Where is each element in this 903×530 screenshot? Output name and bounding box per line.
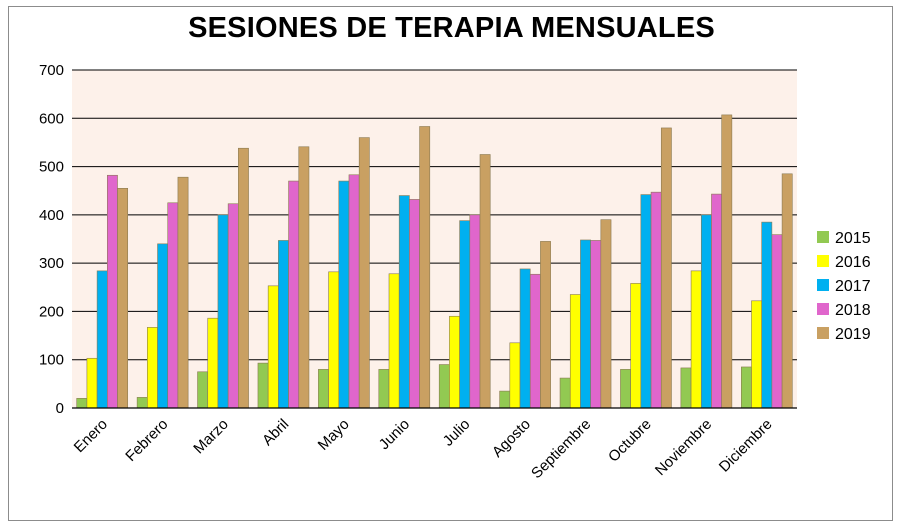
bar-2018-octubre bbox=[650, 191, 662, 409]
legend-swatch bbox=[817, 279, 829, 291]
bar-2016-febrero bbox=[147, 327, 158, 409]
bar-2017-junio bbox=[398, 195, 410, 409]
chart-title: SESIONES DE TERAPIA MENSUALES bbox=[188, 12, 715, 44]
bar-2017-febrero bbox=[157, 243, 169, 409]
x-tick-label: Febrero bbox=[122, 416, 171, 465]
bar-2017-octubre bbox=[640, 194, 652, 409]
bar-2018-junio bbox=[409, 199, 420, 409]
bar-2019-enero bbox=[117, 188, 129, 409]
bars bbox=[76, 114, 793, 409]
bar-2015-octubre bbox=[620, 369, 631, 409]
bar-2019-mayo bbox=[358, 137, 370, 409]
bar-2016-enero bbox=[86, 357, 98, 409]
legend-label: 2017 bbox=[835, 278, 871, 295]
legend-label: 2019 bbox=[835, 326, 871, 343]
bar-2019-marzo bbox=[238, 147, 249, 409]
y-tick-label: 400 bbox=[39, 207, 64, 224]
x-tick-label: Abril bbox=[259, 416, 292, 449]
bar-2015-junio bbox=[378, 369, 390, 409]
bar-2016-mayo bbox=[328, 271, 340, 409]
bar-2015-mayo bbox=[318, 369, 329, 409]
x-tick-label: Diciembre bbox=[716, 416, 776, 476]
bar-2018-enero bbox=[107, 174, 118, 409]
bar-2017-mayo bbox=[338, 180, 350, 409]
legend-label: 2018 bbox=[835, 302, 871, 319]
bar-2017-julio bbox=[459, 220, 471, 409]
y-tick-label: 0 bbox=[56, 400, 64, 417]
bar-2018-mayo bbox=[348, 174, 360, 409]
y-tick-label: 500 bbox=[39, 159, 64, 176]
gridlines bbox=[72, 69, 797, 361]
x-tick-label: Agosto bbox=[489, 416, 534, 461]
y-tick-labels: 0 100 200 300 400 500 600 700 bbox=[39, 62, 64, 417]
bar-2017-septiembre bbox=[580, 239, 591, 409]
bar-2016-marzo bbox=[207, 317, 219, 409]
y-tick-label: 600 bbox=[39, 110, 64, 127]
bar-2015-julio bbox=[438, 364, 450, 409]
bar-2016-abril bbox=[267, 285, 279, 409]
bar-2016-septiembre bbox=[569, 294, 581, 409]
legend-swatch bbox=[817, 231, 829, 243]
x-tick-labels: Enero Febrero Marzo Abril Mayo Junio Julio Agos… bbox=[71, 416, 776, 482]
bar-2019-abril bbox=[298, 146, 310, 409]
x-tick-label: Noviembre bbox=[652, 416, 715, 479]
bar-2017-agosto bbox=[519, 268, 531, 409]
bar-2015-septiembre bbox=[559, 377, 571, 409]
bar-2017-marzo bbox=[217, 214, 229, 409]
bar-2019-noviembre bbox=[721, 114, 733, 409]
bar-2015-febrero bbox=[136, 397, 148, 409]
plot-background bbox=[72, 70, 797, 408]
bar-2017-noviembre bbox=[700, 214, 712, 409]
bar-2016-junio bbox=[388, 273, 400, 409]
legend-swatch bbox=[817, 303, 829, 315]
legend-swatch bbox=[817, 255, 829, 267]
legend-label: 2015 bbox=[835, 230, 871, 247]
bar-2016-octubre bbox=[630, 283, 642, 409]
legend-swatch bbox=[817, 327, 829, 339]
bar-2016-diciembre bbox=[751, 300, 762, 409]
bar-2016-agosto bbox=[509, 342, 521, 409]
bar-2019-agosto bbox=[540, 241, 551, 409]
bar-2018-diciembre bbox=[771, 234, 783, 409]
bar-2015-diciembre bbox=[740, 366, 752, 409]
bar-2019-septiembre bbox=[600, 219, 612, 409]
y-tick-label: 700 bbox=[39, 62, 64, 79]
x-tick-label: Marzo bbox=[190, 416, 231, 457]
y-tick-label: 300 bbox=[39, 255, 64, 272]
bar-2015-agosto bbox=[499, 390, 511, 409]
bar-2018-febrero bbox=[167, 202, 179, 409]
bar-2018-marzo bbox=[227, 203, 239, 409]
x-tick-label: Mayo bbox=[315, 416, 353, 454]
bar-2018-julio bbox=[469, 214, 481, 409]
bar-2018-septiembre bbox=[590, 240, 602, 409]
bar-2016-noviembre bbox=[690, 270, 702, 409]
x-tick-label: Septiembre bbox=[528, 416, 594, 482]
legend: 2015 2016 2017 2018 2019 bbox=[817, 230, 871, 343]
bar-2018-noviembre bbox=[711, 193, 722, 409]
bar-2019-febrero bbox=[177, 176, 189, 409]
bar-2019-julio bbox=[479, 154, 491, 409]
x-tick-label: Enero bbox=[71, 416, 111, 456]
bar-2015-abril bbox=[257, 362, 269, 409]
bar-2015-noviembre bbox=[680, 367, 692, 409]
bar-2015-enero bbox=[76, 398, 88, 409]
bar-2019-octubre bbox=[660, 127, 672, 409]
x-tick-label: Octubre bbox=[605, 416, 655, 466]
bar-2017-enero bbox=[96, 270, 108, 409]
x-tick-label: Junio bbox=[376, 416, 413, 453]
bar-2019-diciembre bbox=[781, 173, 793, 409]
y-tick-label: 100 bbox=[39, 352, 64, 369]
bar-2019-junio bbox=[419, 126, 431, 409]
bar-2017-abril bbox=[278, 240, 289, 409]
bar-2018-agosto bbox=[529, 273, 541, 409]
bar-2015-marzo bbox=[197, 371, 209, 409]
bar-2018-abril bbox=[288, 180, 300, 409]
bar-2016-julio bbox=[449, 315, 460, 409]
bar-2017-diciembre bbox=[761, 221, 773, 409]
y-tick-label: 200 bbox=[39, 303, 64, 320]
legend-label: 2016 bbox=[835, 254, 871, 271]
x-tick-label: Julio bbox=[440, 416, 474, 450]
